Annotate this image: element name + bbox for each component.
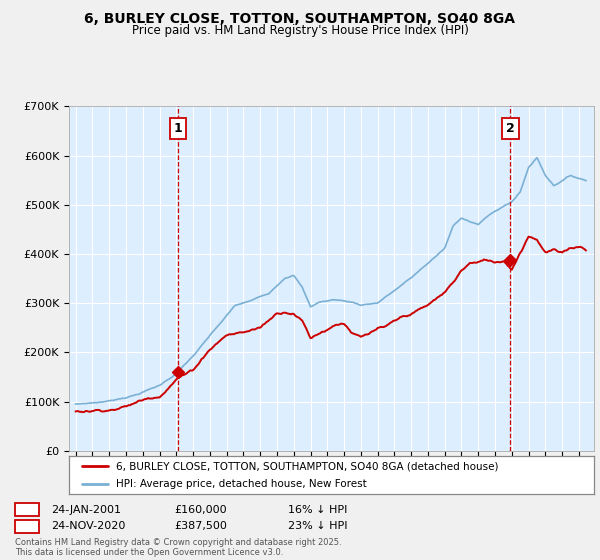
Text: 24-JAN-2001: 24-JAN-2001 (51, 505, 121, 515)
Text: £387,500: £387,500 (174, 521, 227, 531)
Text: Contains HM Land Registry data © Crown copyright and database right 2025.
This d: Contains HM Land Registry data © Crown c… (15, 538, 341, 557)
Text: 1: 1 (173, 122, 182, 135)
Text: 1: 1 (23, 503, 31, 516)
Text: 24-NOV-2020: 24-NOV-2020 (51, 521, 125, 531)
Text: £160,000: £160,000 (174, 505, 227, 515)
Text: 6, BURLEY CLOSE, TOTTON, SOUTHAMPTON, SO40 8GA (detached house): 6, BURLEY CLOSE, TOTTON, SOUTHAMPTON, SO… (116, 461, 499, 471)
Text: Price paid vs. HM Land Registry's House Price Index (HPI): Price paid vs. HM Land Registry's House … (131, 24, 469, 37)
Text: 2: 2 (506, 122, 515, 135)
Text: 2: 2 (23, 520, 31, 533)
Text: 16% ↓ HPI: 16% ↓ HPI (288, 505, 347, 515)
Text: HPI: Average price, detached house, New Forest: HPI: Average price, detached house, New … (116, 479, 367, 489)
Text: 23% ↓ HPI: 23% ↓ HPI (288, 521, 347, 531)
Text: 6, BURLEY CLOSE, TOTTON, SOUTHAMPTON, SO40 8GA: 6, BURLEY CLOSE, TOTTON, SOUTHAMPTON, SO… (85, 12, 515, 26)
